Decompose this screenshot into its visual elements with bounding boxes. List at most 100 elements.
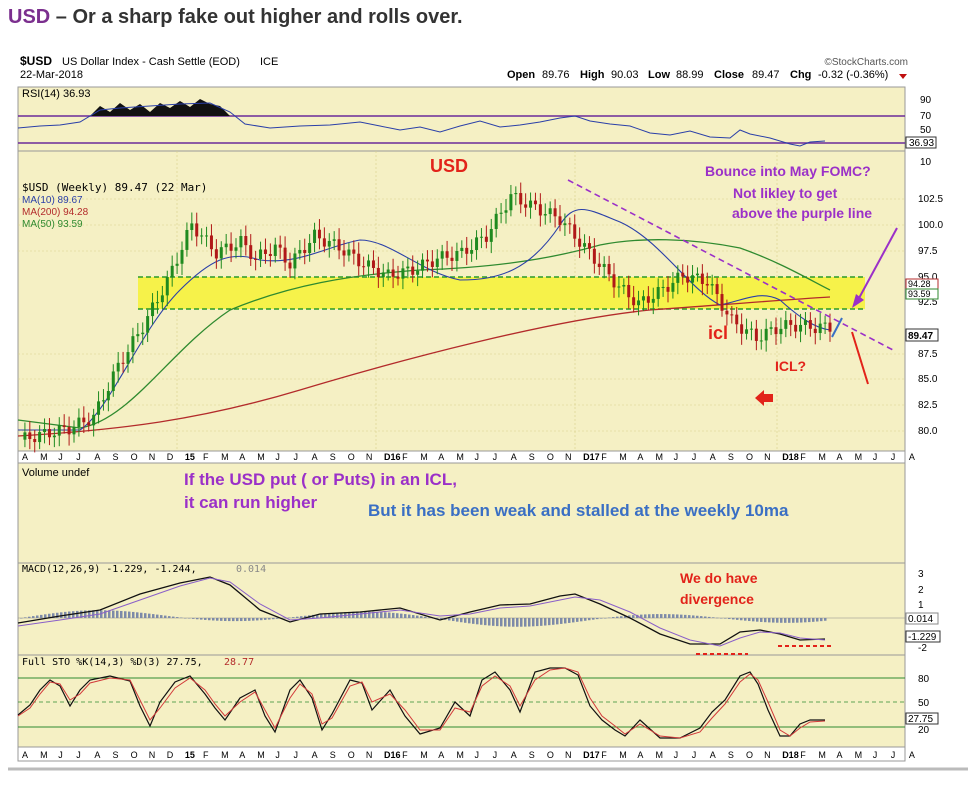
candle-body	[416, 270, 420, 275]
candle-body	[813, 328, 817, 334]
macd-histogram-bar	[236, 618, 239, 622]
candle-body	[126, 352, 130, 364]
svg-text:89.47: 89.47	[752, 69, 780, 81]
x-tick-label: 15	[185, 750, 195, 760]
macd-histogram-bar	[732, 618, 735, 620]
macd-histogram-bar	[708, 616, 711, 618]
sto-d-line	[17, 667, 826, 739]
macd-histogram-bar	[748, 618, 751, 622]
sto-axis: 80 50 27.75 20	[905, 674, 939, 736]
candle-body	[823, 322, 827, 324]
candle-body	[563, 223, 567, 226]
macd-histogram-bar	[284, 618, 287, 619]
macd-histogram-bar	[564, 618, 567, 624]
volume-panel	[17, 462, 906, 564]
x-tick-label: A	[511, 452, 517, 462]
macd-histogram-bar	[524, 618, 527, 627]
x-tick-label: J	[294, 452, 299, 462]
x-tick-label: A	[637, 750, 643, 760]
macd-histogram-bar	[700, 616, 703, 618]
x-tick-label: S	[529, 452, 535, 462]
svg-text:-2: -2	[918, 643, 927, 654]
macd-histogram-bar	[376, 611, 379, 618]
candle-body	[425, 259, 429, 262]
macd-histogram-bar	[116, 610, 119, 618]
candle-body	[504, 210, 508, 213]
candle-body	[229, 243, 233, 251]
macd-histogram-bar	[592, 618, 595, 620]
x-tick-label: M	[855, 750, 863, 760]
macd-histogram-bar	[128, 611, 131, 618]
x-tick-label: M	[40, 452, 48, 462]
x-tick-label: M	[257, 452, 265, 462]
candle-body	[200, 235, 204, 237]
x-tick-label: O	[131, 750, 138, 760]
candle-body	[219, 247, 223, 259]
candle-body	[38, 432, 42, 443]
macd-histogram-bar	[188, 618, 191, 619]
candle-body	[637, 300, 641, 306]
candle-body	[214, 249, 218, 259]
candle-body	[160, 295, 164, 303]
macd-histogram-bar	[108, 610, 111, 618]
svg-text:80.0: 80.0	[918, 426, 938, 437]
candle-body	[136, 334, 140, 337]
rsi-panel	[17, 86, 906, 152]
macd-histogram-bar	[368, 611, 371, 618]
purple-arrow	[857, 227, 898, 301]
candle-body	[371, 260, 375, 268]
macd-histogram-bar	[480, 618, 483, 625]
macd-histogram-bar	[676, 614, 679, 618]
x-tick-label: M	[656, 750, 664, 760]
divergence-text-1: We do have	[680, 570, 758, 586]
svg-text:89.76: 89.76	[542, 69, 570, 81]
macd-histogram-bar	[568, 618, 571, 623]
macd-histogram-bar	[540, 618, 543, 626]
candle-body	[131, 336, 135, 353]
macd-histogram-bar	[232, 618, 235, 622]
candle-body	[784, 320, 788, 329]
svg-text:70: 70	[920, 111, 932, 122]
rsi-label: RSI(14) 36.93	[22, 88, 90, 100]
macd-histogram-bar	[612, 617, 615, 618]
candle-body	[578, 238, 582, 247]
macd-histogram-bar	[436, 618, 439, 619]
x-tick-label: D16	[384, 452, 401, 462]
chart-source: ©StockCharts.com	[824, 57, 908, 68]
candle-body	[170, 265, 174, 278]
candle-body	[799, 324, 803, 332]
macd-histogram-bar	[176, 617, 179, 618]
candle-body	[195, 223, 199, 237]
x-tick-label: A	[239, 452, 245, 462]
x-tick-label: A	[94, 750, 100, 760]
macd-histogram-bar	[532, 618, 535, 627]
macd-histogram-bar	[720, 618, 723, 619]
candle-body	[313, 229, 317, 243]
x-tick-label: J	[58, 750, 63, 760]
title-symbol: USD	[8, 6, 51, 28]
svg-text:80: 80	[918, 674, 930, 685]
x-tick-label: F	[800, 750, 806, 760]
macd-histogram-bar	[324, 613, 327, 618]
svg-text:High: High	[580, 69, 605, 81]
macd-histogram-bar	[320, 614, 323, 618]
macd-histogram-bar	[464, 618, 467, 623]
candle-body	[155, 302, 159, 304]
macd-histogram-bar	[560, 618, 563, 624]
macd-histogram-bar	[28, 616, 31, 618]
macd-histogram-bar	[336, 612, 339, 618]
candle-body	[735, 314, 739, 325]
svg-text:82.5: 82.5	[918, 400, 938, 411]
candle-body	[725, 310, 729, 315]
candle-body	[77, 417, 81, 428]
candle-body	[445, 251, 449, 258]
candle-body	[691, 275, 695, 283]
candle-body	[764, 328, 768, 341]
x-axis-bottom: A M J J A S O N D 15 F M A M J J A S O N D16 F M A M J J A S O N D17 F M A…	[22, 750, 915, 760]
candle-body	[740, 324, 744, 334]
candle-body	[337, 239, 341, 251]
candle-body	[362, 266, 366, 268]
macd-histogram-bar	[804, 618, 807, 623]
macd-histogram-bar	[784, 618, 787, 623]
price-axis: 102.5 100.0 97.5 95.0 92.5 87.5 85.0 82.…	[905, 194, 943, 437]
